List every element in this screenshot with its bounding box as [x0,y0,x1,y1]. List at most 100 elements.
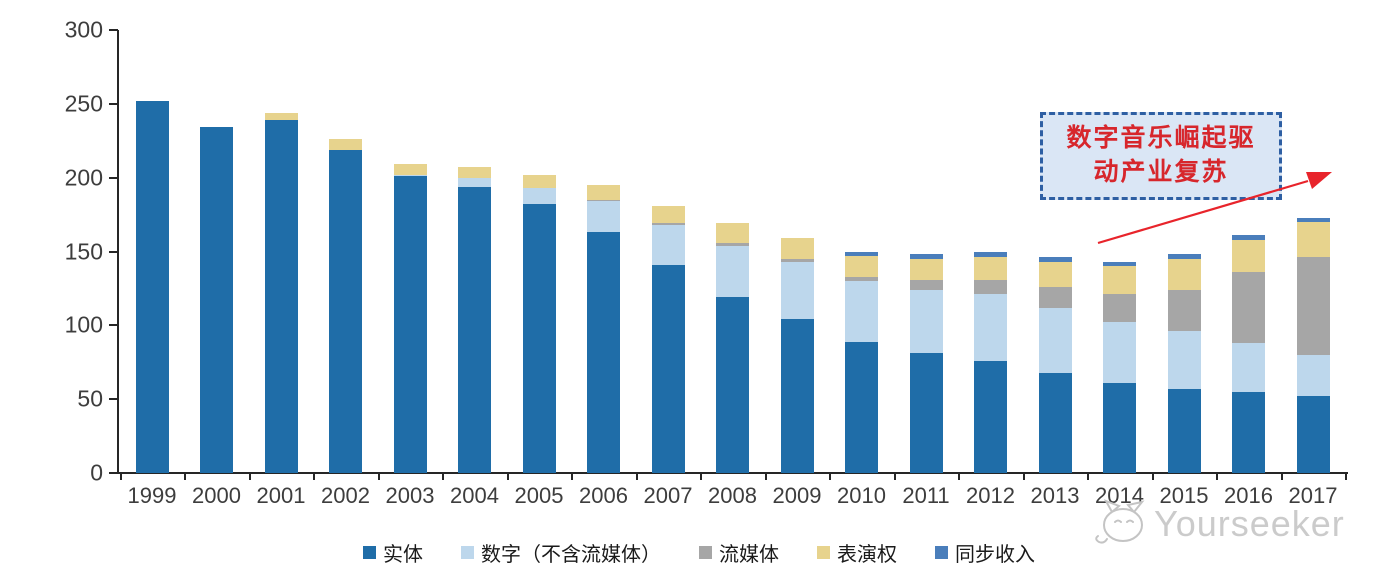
x-axis-tick [893,473,896,480]
x-axis-tick-label: 1999 [127,483,177,508]
bar-segment [1103,382,1136,473]
x-axis-tick [571,473,574,480]
bar-segment [1232,272,1265,344]
y-axis-tick-label: 250 [64,90,103,117]
legend-item: 数字（不含流媒体） [461,538,661,567]
bar-segment [909,353,943,473]
bar-segment [974,257,1007,280]
x-axis-tick-label: 2015 [1159,483,1209,508]
x-axis-tick [377,473,380,480]
bar-segment [1167,254,1201,259]
x-axis-tick-label: 2009 [772,483,822,508]
x-axis-tick-label: 2007 [643,483,693,508]
bar-segment [458,186,491,473]
bar-segment [780,319,814,473]
watermark-text: Yourseeker [1154,503,1345,544]
bar-segment [1296,217,1330,222]
x-axis-tick-label: 2008 [708,483,757,508]
legend-swatch-icon [461,546,474,559]
bar-segment [716,242,749,246]
bar-segment [651,224,685,265]
y-axis-tick [109,324,118,327]
bar-segment [1167,388,1201,473]
bar-segment [393,176,427,473]
bar-segment [522,204,556,473]
bar-segment [1103,322,1136,383]
bar-segment [974,251,1007,258]
y-axis-tick-label: 50 [77,385,103,412]
x-axis-tick [1216,473,1219,480]
bar-segment [1167,258,1201,290]
bar-segment [1296,354,1330,397]
watermark: Yourseeker [1092,498,1345,550]
y-axis-tick-label: 200 [64,164,103,191]
legend-item: 实体 [363,538,423,567]
x-axis-tick [764,473,767,480]
legend-swatch-icon [363,546,376,559]
bar-segment [393,174,427,177]
bar-segment [264,120,298,473]
bar-segment [264,112,298,121]
bar-segment [1038,372,1072,473]
bar-segment [1103,266,1136,295]
x-axis-tick-label: 2012 [966,483,1015,508]
x-axis-tick-label: 2002 [321,483,370,508]
legend-label: 实体 [383,544,423,566]
bar-segment [845,255,878,277]
bar-segment [1038,261,1072,287]
y-axis-tick-label: 100 [64,311,103,338]
bar-segment [135,100,169,473]
x-axis-tick-label: 2011 [902,483,950,508]
bar-segment [522,174,556,188]
legend-label: 同步收入 [955,544,1035,566]
x-axis-tick-label: 2001 [256,483,306,508]
y-axis-tick [109,29,118,31]
x-axis-tick [1087,473,1090,480]
x-axis-tick [1151,473,1154,480]
bar-segment [909,254,943,259]
bar-segment [1296,221,1330,258]
x-axis-line [118,472,1348,474]
y-axis-tick [109,102,118,105]
bar-segment [1296,257,1330,355]
y-axis-tick-label: 150 [64,238,103,264]
x-axis-tick [700,473,703,480]
x-axis-tick-label: 2017 [1288,483,1338,508]
x-axis-tick [442,473,445,480]
bar-segment [329,139,362,150]
bar-segment [651,264,685,473]
bar-segment [651,223,685,225]
bar-segment [329,149,362,473]
bar-segment [909,258,943,280]
legend-label: 流媒体 [719,544,779,566]
bar-segment [651,205,685,224]
x-axis-tick-label: 2010 [837,483,886,508]
y-axis-tick [109,398,118,401]
y-axis-tick-label: 0 [90,459,103,486]
x-axis-tick [958,473,961,480]
bar-segment [587,201,620,233]
bar-segment [522,188,556,205]
bar-segment [587,185,620,200]
legend-swatch-icon [699,546,712,559]
bar-segment [1167,289,1201,332]
x-axis-tick [119,473,122,480]
x-axis-tick-label: 2000 [192,483,241,508]
legend-item: 表演权 [817,538,897,567]
bar-segment [458,167,491,178]
bar-segment [845,276,878,282]
bar-segment [1103,294,1136,323]
bar-segment [974,294,1007,361]
bar-segment [587,199,620,202]
bar-segment [1167,331,1201,389]
bar-segment [780,258,814,262]
x-axis-tick [506,473,509,480]
annotation-line-2: 动产业复苏 [1093,159,1229,186]
bar-segment [974,279,1007,295]
y-axis-tick-label: 300 [64,16,103,43]
bar-segment [1038,307,1072,373]
x-axis-tick-label: 2003 [385,483,435,508]
annotation-callout-box: 数字音乐崛起驱 动产业复苏 [1040,112,1282,200]
chart-legend: 实体 数字（不含流媒体） 流媒体 表演权 同步收入 [0,538,1398,567]
